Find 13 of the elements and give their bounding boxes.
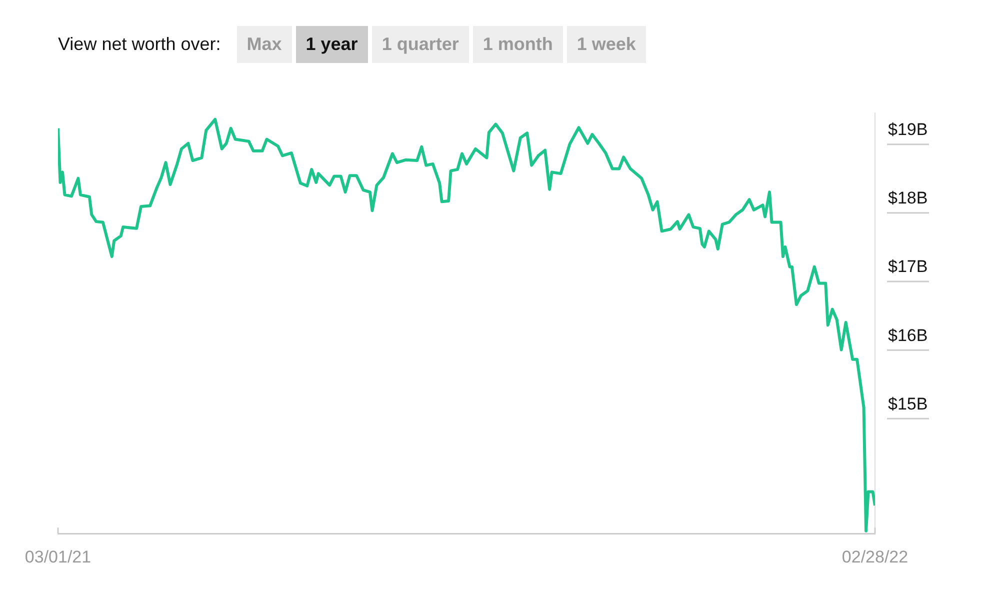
y-tick-label: $19B: [888, 120, 928, 140]
chart-title: View net worth over:: [58, 34, 221, 54]
x-tick-label: 03/01/21: [24, 547, 92, 566]
y-tick-label: $16B: [888, 326, 928, 345]
y-tick-label: $18B: [888, 188, 928, 208]
text: Max: [236, 26, 292, 62]
y-tick-label: $15B: [888, 394, 928, 414]
text: 1 year: [296, 26, 368, 62]
text: 1 month: [472, 26, 563, 62]
text: 1 quarter: [372, 26, 469, 62]
y-tick-label: $17B: [888, 257, 928, 276]
text: 1 week: [566, 26, 646, 62]
x-tick-label: 02/28/22: [842, 547, 908, 566]
